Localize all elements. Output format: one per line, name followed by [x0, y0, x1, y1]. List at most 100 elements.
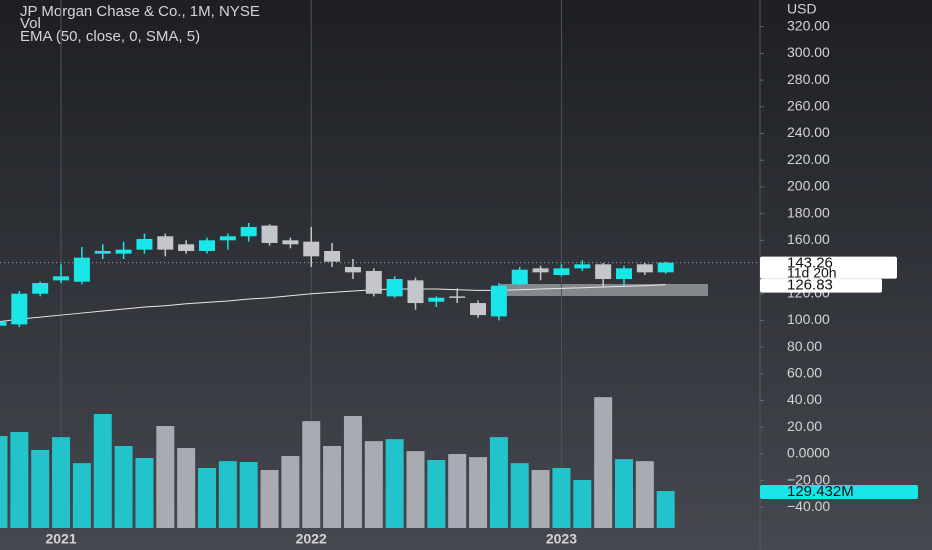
volume-bar [615, 459, 633, 528]
candle-body [616, 268, 632, 280]
x-tick-label: 2021 [45, 531, 76, 547]
volume-bar [656, 491, 675, 528]
candle-body [53, 276, 70, 281]
y-tick-label: −40.00 [787, 498, 830, 514]
candle-body [282, 240, 299, 245]
y-tick-label: 100.00 [787, 311, 830, 327]
volume-bar [302, 421, 321, 528]
y-tick-label: −20.00 [787, 471, 830, 487]
y-tick-label: 280.00 [787, 71, 830, 87]
candle-body [261, 225, 278, 243]
ema-line [0, 284, 666, 323]
candle-body [136, 238, 153, 250]
volume-bar [385, 439, 404, 528]
volume-bar [218, 461, 237, 528]
y-tick-label: 60.00 [787, 365, 822, 381]
candle-body [344, 267, 361, 273]
volume-bar [72, 463, 91, 528]
candle-body [595, 264, 612, 280]
countdown: 11d 20h [787, 264, 837, 280]
volume-bar [0, 436, 8, 528]
candle-body [324, 250, 341, 262]
volume-bar [489, 437, 508, 528]
band [500, 284, 708, 296]
volume-bar [531, 470, 550, 528]
volume-bar [239, 462, 258, 528]
candle-body [657, 262, 674, 273]
candle-body [94, 250, 111, 254]
candle-body [157, 236, 174, 250]
candle-body [490, 285, 507, 317]
volume-bar [469, 457, 488, 528]
candle-body [636, 264, 653, 273]
volume-bar [427, 460, 446, 528]
y-tick-label: 20.00 [787, 418, 822, 434]
volume-label-box [760, 485, 918, 500]
price-label-box [760, 256, 897, 279]
volume-bar [135, 458, 154, 528]
candle-body [115, 249, 132, 254]
y-tick-label: 320.00 [787, 17, 830, 33]
y-tick-label: 240.00 [787, 124, 830, 140]
candle-body [32, 283, 49, 294]
candle-body [470, 303, 487, 316]
y-tick-label: 0.0000 [787, 445, 830, 461]
y-tick-label: 200.00 [787, 178, 830, 194]
candle-body [574, 264, 591, 269]
candle-body [303, 241, 320, 257]
volume-bar [198, 468, 216, 528]
x-tick-label: 2023 [546, 531, 577, 547]
y-tick-label: 80.00 [787, 338, 822, 354]
ema-label: 126.83 [787, 277, 833, 294]
volume-bar [114, 446, 133, 528]
volume-bar [10, 432, 29, 528]
candle-body [240, 226, 257, 237]
candle-body [219, 236, 236, 241]
currency: USD [787, 1, 817, 17]
volume-label: 129.432M [787, 483, 854, 500]
candle-body [73, 257, 90, 282]
volume-bar [31, 450, 50, 528]
volume-bar [635, 461, 654, 528]
y-tick-label: 300.00 [787, 44, 830, 60]
candle-body [532, 268, 549, 273]
candle-body [178, 244, 195, 251]
candle-body [11, 293, 28, 325]
candle-body [365, 271, 382, 294]
y-tick-label: 260.00 [787, 98, 830, 114]
volume-bar [573, 480, 592, 528]
candle-body [449, 296, 466, 298]
candle-body [428, 297, 445, 302]
volume-bar [594, 397, 613, 528]
volume-bar [281, 456, 300, 528]
candle-body [386, 279, 403, 297]
volume-bar [177, 448, 196, 528]
volume-bar [448, 454, 467, 528]
volume-bar [510, 463, 529, 528]
volume-bar [323, 446, 342, 528]
y-tick-label: 180.00 [787, 204, 830, 220]
volume-legend: Vol [20, 15, 41, 32]
candle-body [0, 321, 7, 326]
volume-bar [406, 451, 425, 528]
x-tick-label: 2022 [296, 531, 327, 547]
y-tick-label: 160.00 [787, 231, 830, 247]
candle-body [407, 280, 424, 304]
volume-bar [52, 437, 71, 528]
volume-bar [552, 468, 571, 528]
candle-body [511, 269, 528, 285]
volume-bar [343, 416, 362, 528]
volume-bar [260, 470, 279, 528]
candle-body [553, 268, 570, 276]
volume-bar [364, 441, 383, 528]
price-label: 143.26 [787, 255, 833, 272]
ema-legend: EMA (50, close, 0, SMA, 5) [20, 28, 200, 45]
y-tick-label: 40.00 [787, 391, 822, 407]
candle-body [199, 240, 215, 251]
volume-bar [156, 426, 175, 528]
volume-bar [93, 414, 112, 528]
ema-label-box [760, 278, 882, 293]
y-tick-label: 220.00 [787, 151, 830, 167]
chart-title: JP Morgan Chase & Co., 1M, NYSE [20, 3, 260, 20]
